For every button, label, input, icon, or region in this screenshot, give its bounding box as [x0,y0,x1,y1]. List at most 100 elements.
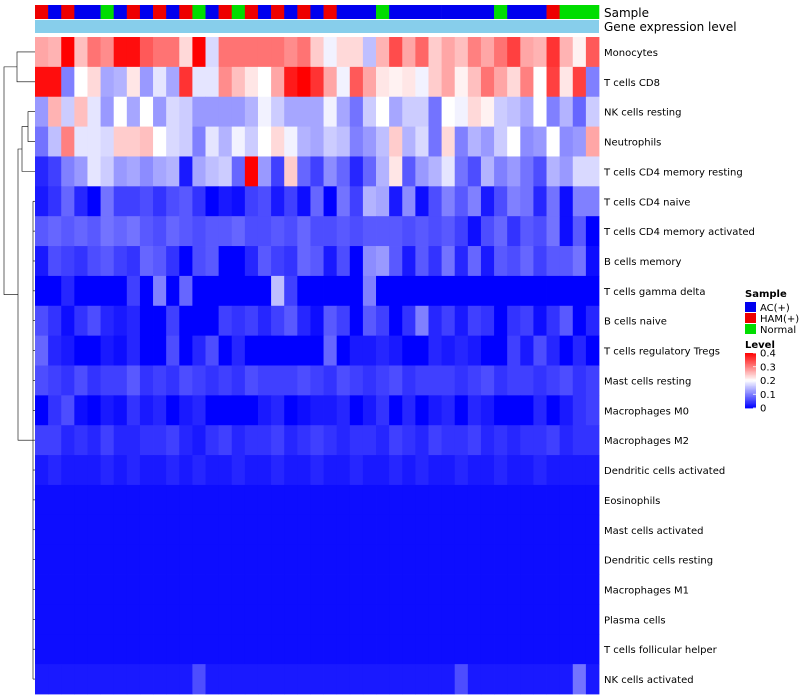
heatmap-cell [572,484,587,516]
heatmap-cell [467,425,482,456]
heatmap-cell [284,216,298,247]
heatmap-cell [520,335,534,366]
heatmap-cell [349,305,364,337]
heatmap-cell [572,634,587,665]
heatmap-cell [480,156,495,187]
heatmap-cell [126,156,141,187]
heatmap-cell [48,216,62,247]
heatmap-cell [61,186,75,217]
heatmap-cell [520,216,534,247]
heatmap-cell [441,484,456,516]
heatmap-cell [284,425,298,456]
heatmap-cell [428,664,443,695]
heatmap-cell [467,246,482,277]
heatmap-cell [559,484,574,516]
heatmap-cell [402,484,416,516]
heatmap-cell [218,66,233,98]
heatmap-cell [48,664,62,695]
heatmap-cell [231,664,246,695]
heatmap-cell [231,216,246,247]
heatmap-cell [35,186,49,217]
heatmap-cell [139,126,154,157]
heatmap-cell [297,395,311,426]
heatmap-cell [113,395,128,426]
heatmap-cell [415,66,429,98]
heatmap-cell [153,37,167,68]
heatmap-cell [480,455,495,486]
heatmap-cell [284,156,298,187]
heatmap-cell [349,246,364,277]
heatmap-cell [572,156,587,187]
heatmap-cell [297,275,311,307]
heatmap-cell [585,365,600,396]
heatmap-cell [244,96,259,127]
heatmap-cell [139,156,154,187]
heatmap-cell [179,544,193,575]
heatmap-cell [257,514,272,546]
heatmap-cell [139,484,154,516]
heatmap-cell [507,66,521,98]
heatmap-cell [402,604,416,635]
heatmap-cell [179,216,193,247]
heatmap-cell [153,156,167,187]
legend: Sample Level AC(+)HAM(+)Normal 0.4 0.3 0.2 0… [745,289,799,415]
heatmap-cell [572,37,587,68]
colorbar-segment [745,365,756,368]
heatmap-cell [441,634,456,665]
heatmap-cell [467,156,482,187]
heatmap-cell [467,484,482,516]
heatmap-cell [244,275,259,307]
heatmap-cell [546,216,561,247]
heatmap-cell [507,514,521,546]
heatmap-cell [546,574,561,605]
heatmap-cell [244,66,259,98]
heatmap-cell [389,126,403,157]
heatmap-cell [284,455,298,486]
heatmap-cell [336,604,351,635]
heatmap-cell [467,574,482,605]
heatmap-cell [297,66,311,98]
heatmap-cell [428,275,443,307]
heatmap-cell [244,664,259,695]
heatmap-cell [454,425,469,456]
colorbar-segment [745,390,756,392]
heatmap-cell [376,126,390,157]
heatmap-cell [454,395,469,426]
heatmap-cell [362,96,377,127]
heatmap-cell [507,186,521,217]
heatmap-cell [585,66,600,98]
sample-annotation-cell [35,5,49,19]
heatmap-cell [139,395,154,426]
heatmap-cell [113,365,128,396]
sample-annotation-cell [585,5,600,19]
colorbar-segment [745,377,756,380]
heatmap-cell [257,66,272,98]
heatmap-cell [74,305,88,337]
heatmap-cell [192,574,206,605]
colorbar-segment [745,398,756,401]
heatmap-cell [520,604,534,635]
heatmap-cell [205,365,220,396]
heatmap-cell [192,395,206,426]
heatmap-cell [376,96,390,127]
heatmap-cell [520,455,534,486]
heatmap-cell [179,604,193,635]
heatmap-cell [533,96,547,127]
heatmap-cell [271,365,285,396]
heatmap-cell [441,544,456,575]
heatmap-cell [480,216,495,247]
heatmap-cell [166,365,180,396]
heatmap-cell [376,186,390,217]
heatmap-cell [349,96,364,127]
heatmap-cell [441,335,456,366]
heatmap-cell [126,425,141,456]
heatmap-cell [74,455,88,486]
heatmap-cell [205,395,220,426]
heatmap-cells [35,37,600,695]
heatmap-cell [336,37,351,68]
row-label: Dendritic cells resting [604,556,713,567]
heatmap-cell [376,514,390,546]
heatmap-cell [428,574,443,605]
heatmap-cell [376,335,390,366]
heatmap-cell [100,514,115,546]
